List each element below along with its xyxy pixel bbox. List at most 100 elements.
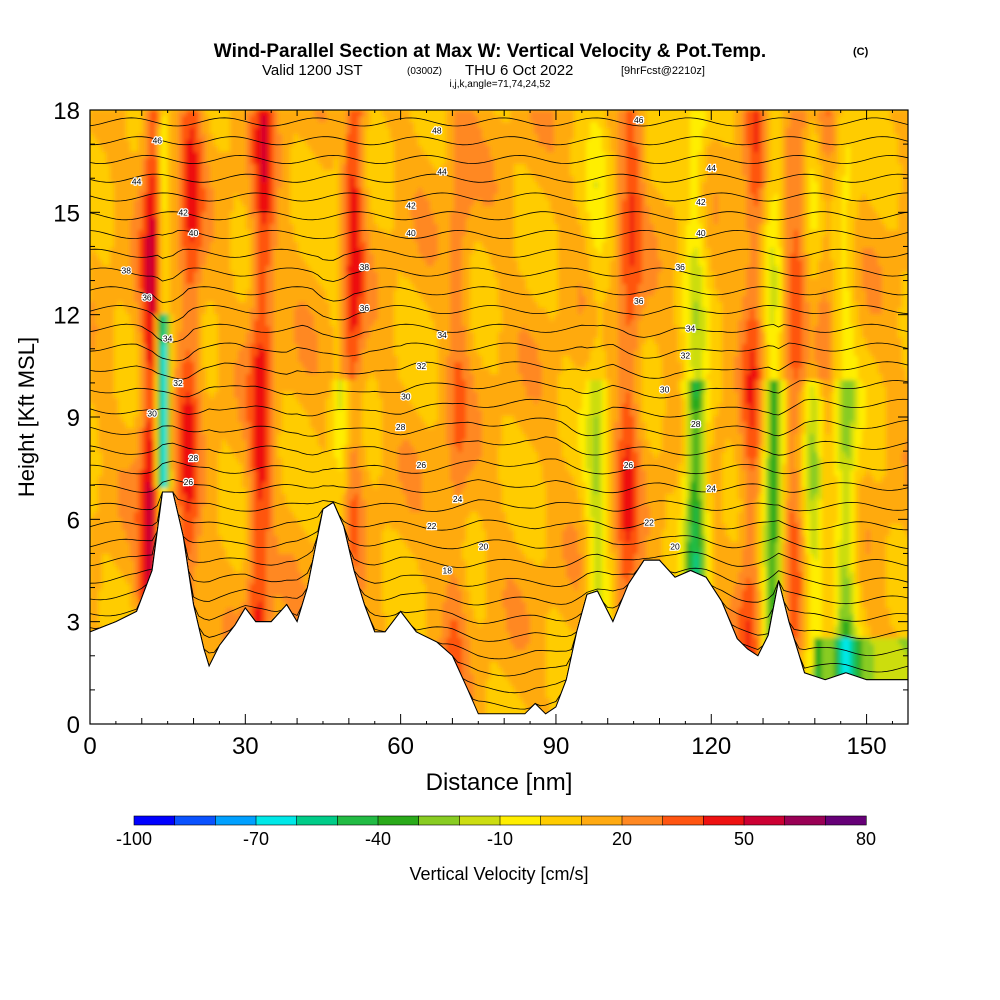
theta-contour-line: [90, 398, 908, 418]
theta-label: 28: [396, 422, 406, 432]
colorbar-swatch: [743, 815, 786, 826]
chart-subtitle-forecast: [9hrFcst@2210z]: [621, 65, 705, 77]
colorbar-swatch: [459, 815, 501, 826]
theta-contour-line: [90, 117, 908, 127]
colorbar-swatch: [133, 815, 176, 826]
theta-contour-line: [90, 491, 908, 550]
theta-label: 44: [132, 177, 142, 187]
theta-contour-line: [90, 380, 908, 399]
colorbar-swatch: [784, 815, 826, 826]
theta-label: 36: [675, 262, 685, 272]
theta-label: 36: [360, 303, 370, 313]
theta-label: 24: [453, 494, 463, 504]
x-tick-label: 30: [232, 733, 259, 760]
colorbar-swatch: [621, 815, 664, 826]
theta-contour-line: [90, 491, 908, 606]
theta-label: 18: [442, 566, 452, 576]
y-tick-label: 0: [67, 712, 80, 739]
theta-contour-line: [90, 305, 908, 324]
colorbar-tick-label: 50: [734, 829, 754, 849]
y-axis-label: Height [Kft MSL]: [14, 337, 39, 497]
theta-contour-line: [90, 436, 908, 456]
colorbar-swatch: [337, 815, 379, 826]
colorbar-tick-label: -10: [487, 829, 513, 849]
theta-label: 46: [153, 136, 163, 146]
theta-label: 30: [660, 385, 670, 395]
theta-label: 36: [142, 293, 152, 303]
theta-contour-line: [90, 173, 908, 183]
theta-label: 38: [122, 265, 132, 275]
colorbar-tick-label: -70: [243, 829, 269, 849]
theta-contour-line: [90, 491, 908, 624]
x-tick-label: 60: [387, 733, 414, 760]
colorbar-swatch: [825, 815, 867, 826]
theta-label: 40: [696, 228, 706, 238]
theta-contour-line: [90, 229, 908, 240]
colorbar-swatch: [703, 815, 745, 826]
axis-ticks: [89, 109, 908, 725]
plot-area: 46 44 42 40 38 36 34 32 30 28 26 48 44 42 40 38 36 34 32 30…: [90, 110, 908, 724]
theta-contour-line: [90, 361, 908, 380]
theta-contour-line: [90, 267, 908, 282]
theta-contour-line: [90, 491, 908, 512]
theta-label: 48: [432, 125, 442, 135]
y-tick-label: 6: [67, 507, 80, 534]
theta-contour-line: [90, 192, 908, 202]
theta-label: 46: [634, 115, 644, 125]
theta-label: 30: [401, 392, 411, 402]
theta-label: 44: [707, 163, 717, 173]
colorbar-tick-label: -40: [365, 829, 391, 849]
theta-contour-line: [90, 417, 908, 437]
y-tick-label: 18: [53, 98, 80, 125]
theta-contour-line: [90, 458, 908, 475]
theta-label: 22: [427, 521, 437, 531]
x-tick-label: 90: [543, 733, 570, 760]
colorbar-swatch: [377, 815, 420, 826]
theta-contour-line: [90, 211, 908, 221]
x-axis-tick-labels: 0 30 60 90 120 150: [83, 733, 886, 760]
theta-label: 26: [624, 460, 634, 470]
x-axis-label: Distance [nm]: [426, 769, 573, 796]
colorbar-swatch: [215, 815, 257, 826]
colorbar-tick-label: -100: [116, 829, 152, 849]
theta-label: 28: [691, 419, 701, 429]
chart-subtitle-index: i,j,k,angle=71,74,24,52: [450, 79, 551, 90]
theta-label: 32: [173, 378, 183, 388]
theta-label: 32: [417, 361, 427, 371]
theta-label: 38: [360, 262, 370, 272]
chart-title: Wind-Parallel Section at Max W: Vertical…: [214, 41, 766, 62]
y-tick-label: 12: [53, 303, 80, 330]
theta-contour-line: [90, 491, 908, 587]
terrain-mask: [90, 491, 908, 724]
theta-label: 42: [696, 197, 706, 207]
theta-contour-line: [90, 248, 908, 261]
theta-label: 36: [634, 296, 644, 306]
theta-contour-line: [90, 491, 908, 531]
theta-label: 26: [417, 460, 427, 470]
chart-subtitle-valid: Valid 1200 JST: [262, 62, 363, 79]
theta-label: 34: [686, 323, 696, 333]
x-tick-label: 120: [691, 733, 731, 760]
theta-label: 40: [189, 228, 199, 238]
colorbar-swatch: [662, 815, 704, 826]
theta-label: 42: [178, 207, 188, 217]
theta-contour-line: [90, 342, 908, 362]
x-tick-label: 150: [847, 733, 887, 760]
theta-label: 24: [707, 484, 717, 494]
theta-contour-line: [90, 136, 908, 146]
colorbar-tick-label: 80: [856, 829, 876, 849]
colorbar-tick-labels: -100 -70 -40 -10 20 50 80: [116, 829, 876, 849]
colorbar-swatch: [296, 815, 338, 826]
theta-label: 28: [189, 453, 199, 463]
theta-label: 40: [406, 228, 416, 238]
colorbar-label: Vertical Velocity [cm/s]: [409, 864, 588, 884]
theta-contour-line: [90, 286, 908, 304]
colorbar-tick-label: 20: [612, 829, 632, 849]
theta-label: 34: [437, 330, 447, 340]
theta-label: 32: [681, 351, 691, 361]
colorbar: [133, 815, 867, 826]
theta-label: 20: [670, 542, 680, 552]
chart-subtitle-utc: (0300Z): [407, 66, 442, 77]
chart-subtitle-date: THU 6 Oct 2022: [465, 62, 573, 79]
